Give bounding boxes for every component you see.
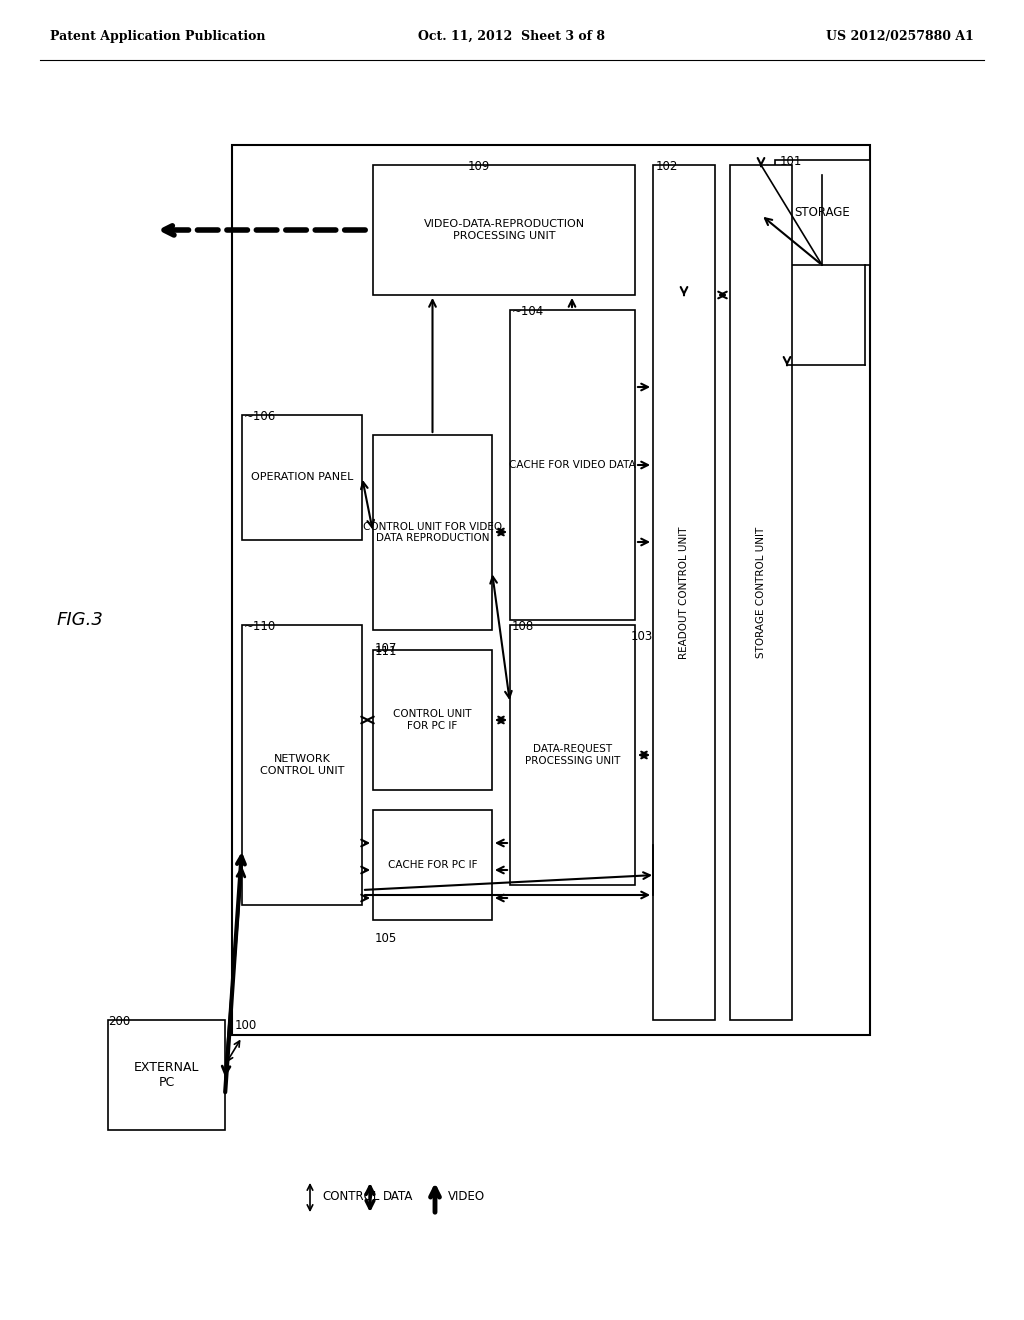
- Text: NETWORK
CONTROL UNIT: NETWORK CONTROL UNIT: [260, 754, 344, 776]
- Text: STORAGE: STORAGE: [795, 206, 850, 219]
- Text: FIG.3: FIG.3: [57, 611, 103, 630]
- Text: 111: 111: [375, 645, 397, 657]
- FancyBboxPatch shape: [373, 649, 492, 789]
- Text: DATA-REQUEST
PROCESSING UNIT: DATA-REQUEST PROCESSING UNIT: [525, 744, 621, 766]
- Text: READOUT CONTROL UNIT: READOUT CONTROL UNIT: [679, 527, 689, 659]
- Text: VIDEO: VIDEO: [449, 1191, 485, 1204]
- FancyBboxPatch shape: [510, 310, 635, 620]
- Text: VIDEO-DATA-REPRODUCTION
PROCESSING UNIT: VIDEO-DATA-REPRODUCTION PROCESSING UNIT: [424, 219, 585, 240]
- Text: 101: 101: [780, 154, 803, 168]
- FancyBboxPatch shape: [242, 414, 362, 540]
- Text: CONTROL: CONTROL: [322, 1191, 379, 1204]
- Text: STORAGE CONTROL UNIT: STORAGE CONTROL UNIT: [756, 527, 766, 659]
- Text: 102: 102: [656, 160, 678, 173]
- Text: CACHE FOR PC IF: CACHE FOR PC IF: [388, 861, 477, 870]
- Text: CONTROL UNIT FOR VIDEO
DATA REPRODUCTION: CONTROL UNIT FOR VIDEO DATA REPRODUCTION: [362, 521, 502, 544]
- FancyBboxPatch shape: [373, 810, 492, 920]
- Text: 109: 109: [468, 160, 490, 173]
- Text: 108: 108: [512, 620, 535, 634]
- FancyBboxPatch shape: [373, 436, 492, 630]
- FancyBboxPatch shape: [775, 160, 870, 265]
- Text: 105: 105: [375, 932, 397, 945]
- Text: CACHE FOR VIDEO DATA: CACHE FOR VIDEO DATA: [509, 459, 636, 470]
- Text: 200: 200: [108, 1015, 130, 1028]
- Text: ~110: ~110: [244, 620, 276, 634]
- Text: 100: 100: [234, 1019, 257, 1032]
- Text: OPERATION PANEL: OPERATION PANEL: [251, 473, 353, 483]
- Text: CONTROL UNIT
FOR PC IF: CONTROL UNIT FOR PC IF: [393, 709, 472, 731]
- Text: DATA: DATA: [383, 1191, 414, 1204]
- FancyBboxPatch shape: [373, 165, 635, 294]
- Text: ~104: ~104: [512, 305, 544, 318]
- FancyBboxPatch shape: [730, 165, 792, 1020]
- Text: Oct. 11, 2012  Sheet 3 of 8: Oct. 11, 2012 Sheet 3 of 8: [419, 30, 605, 44]
- Text: 107: 107: [375, 642, 397, 655]
- Text: 103: 103: [631, 630, 653, 643]
- FancyBboxPatch shape: [232, 145, 870, 1035]
- Text: Patent Application Publication: Patent Application Publication: [50, 30, 265, 44]
- FancyBboxPatch shape: [653, 165, 715, 1020]
- FancyBboxPatch shape: [242, 624, 362, 906]
- Text: ~106: ~106: [244, 411, 276, 422]
- Text: US 2012/0257880 A1: US 2012/0257880 A1: [826, 30, 974, 44]
- Text: EXTERNAL
PC: EXTERNAL PC: [134, 1061, 200, 1089]
- FancyBboxPatch shape: [510, 624, 635, 884]
- FancyBboxPatch shape: [108, 1020, 225, 1130]
